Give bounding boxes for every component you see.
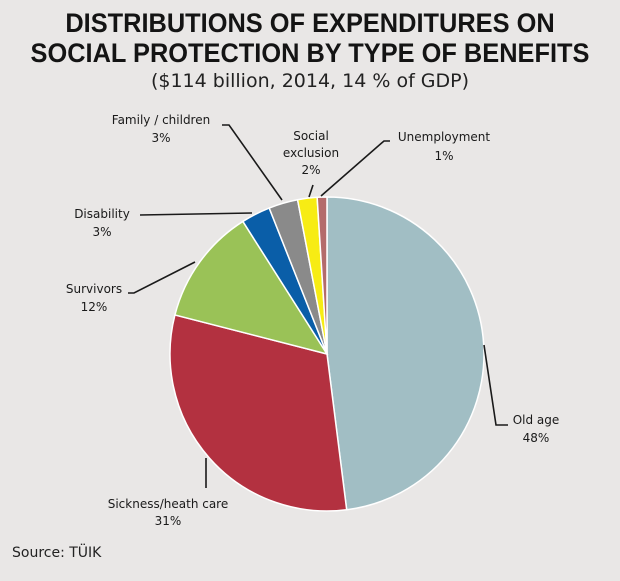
slice-percent-unemployment: 1%	[434, 149, 453, 163]
slice-percent-disability: 3%	[92, 225, 111, 239]
chart-header: DISTRIBUTIONS OF EXPENDITURES ON SOCIAL …	[0, 8, 620, 94]
leader-line-social-exclusion	[308, 184, 314, 198]
slice-percent-old-age: 48%	[523, 431, 550, 445]
leader-lines	[128, 124, 508, 488]
slice-percent-family: 3%	[151, 131, 170, 145]
leader-line-disability	[139, 212, 253, 216]
source-note: Source: TÜIK	[12, 545, 102, 561]
pie-slice-survivors	[174, 220, 329, 356]
chart-title-line-2: SOCIAL PROTECTION BY TYPE OF BENEFITS	[30, 38, 590, 68]
pie-slice-unemployment	[316, 196, 328, 355]
leader-line-unemployment	[320, 140, 390, 197]
pie-slices	[169, 196, 485, 512]
leader-line-survivors	[128, 261, 196, 294]
slice-label-unemployment: Unemployment	[398, 130, 491, 144]
slice-percent-survivors: 12%	[81, 300, 108, 314]
slice-percent-social-exclusion: 2%	[301, 163, 320, 177]
slice-label-sickness: Sickness/heath care	[108, 497, 229, 511]
slice-labels: Old age 48% Sickness/heath care 31% Survivor…	[66, 113, 559, 528]
slice-label-disability: Disability	[74, 207, 130, 221]
slice-label-social-exclusion-1: Social	[293, 129, 329, 143]
slice-label-old-age: Old age	[513, 413, 560, 427]
slice-percent-sickness: 31%	[155, 514, 182, 528]
leader-line-family	[222, 124, 283, 201]
pie-slice-sickness	[169, 314, 348, 512]
chart-title-line-1: DISTRIBUTIONS OF EXPENDITURES ON	[65, 8, 555, 38]
slice-label-family: Family / children	[112, 113, 210, 127]
slice-label-social-exclusion-2: exclusion	[283, 146, 339, 160]
pie-slice-old-age	[326, 196, 485, 511]
leader-line-old-age	[483, 344, 508, 426]
chart-subtitle: ($114 billion, 2014, 14 % of GDP)	[150, 70, 470, 92]
slice-label-survivors: Survivors	[66, 282, 122, 296]
